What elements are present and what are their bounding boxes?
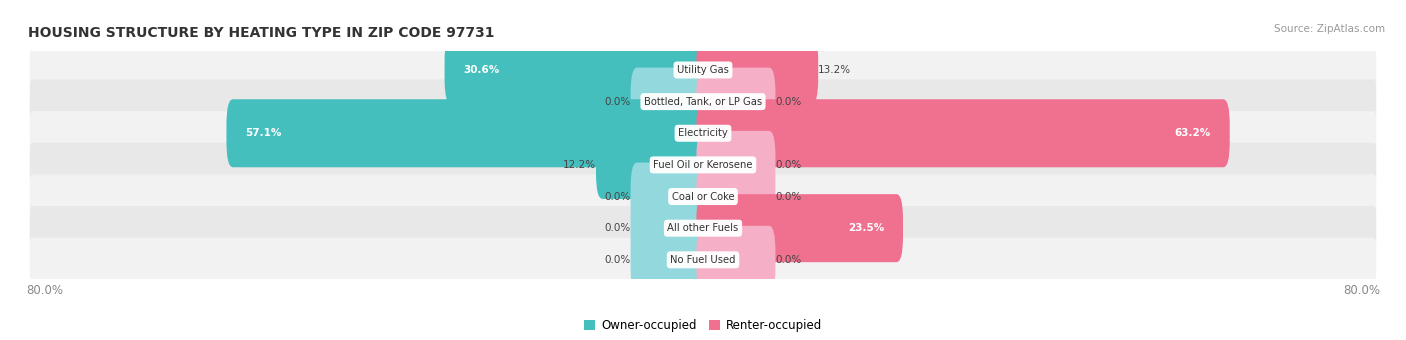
FancyBboxPatch shape (30, 143, 1376, 187)
FancyBboxPatch shape (30, 238, 1376, 282)
Text: No Fuel Used: No Fuel Used (671, 255, 735, 265)
Text: 0.0%: 0.0% (776, 191, 801, 202)
FancyBboxPatch shape (30, 80, 1376, 124)
Text: 0.0%: 0.0% (605, 223, 630, 233)
Text: 0.0%: 0.0% (605, 191, 630, 202)
Text: Electricity: Electricity (678, 128, 728, 138)
FancyBboxPatch shape (696, 36, 818, 104)
FancyBboxPatch shape (30, 111, 1376, 155)
FancyBboxPatch shape (630, 163, 710, 231)
FancyBboxPatch shape (444, 36, 710, 104)
FancyBboxPatch shape (696, 131, 776, 199)
Text: 0.0%: 0.0% (605, 255, 630, 265)
Text: 0.0%: 0.0% (776, 97, 801, 107)
Text: Bottled, Tank, or LP Gas: Bottled, Tank, or LP Gas (644, 97, 762, 107)
FancyBboxPatch shape (696, 163, 776, 231)
FancyBboxPatch shape (630, 194, 710, 262)
Text: 0.0%: 0.0% (605, 97, 630, 107)
FancyBboxPatch shape (630, 226, 710, 294)
Text: Coal or Coke: Coal or Coke (672, 191, 734, 202)
FancyBboxPatch shape (696, 194, 903, 262)
FancyBboxPatch shape (226, 99, 710, 167)
FancyBboxPatch shape (596, 131, 710, 199)
Text: 0.0%: 0.0% (776, 255, 801, 265)
Text: Source: ZipAtlas.com: Source: ZipAtlas.com (1274, 24, 1385, 34)
FancyBboxPatch shape (30, 48, 1376, 92)
Text: 0.0%: 0.0% (776, 160, 801, 170)
Text: 12.2%: 12.2% (562, 160, 596, 170)
FancyBboxPatch shape (30, 206, 1376, 250)
Text: 23.5%: 23.5% (848, 223, 884, 233)
FancyBboxPatch shape (696, 226, 776, 294)
Text: 30.6%: 30.6% (464, 65, 499, 75)
Text: Fuel Oil or Kerosene: Fuel Oil or Kerosene (654, 160, 752, 170)
FancyBboxPatch shape (696, 99, 1230, 167)
Text: All other Fuels: All other Fuels (668, 223, 738, 233)
Text: 57.1%: 57.1% (246, 128, 281, 138)
Text: 13.2%: 13.2% (818, 65, 852, 75)
Text: 63.2%: 63.2% (1174, 128, 1211, 138)
FancyBboxPatch shape (696, 68, 776, 136)
Text: HOUSING STRUCTURE BY HEATING TYPE IN ZIP CODE 97731: HOUSING STRUCTURE BY HEATING TYPE IN ZIP… (28, 26, 495, 40)
Text: Utility Gas: Utility Gas (678, 65, 728, 75)
FancyBboxPatch shape (630, 68, 710, 136)
Legend: Owner-occupied, Renter-occupied: Owner-occupied, Renter-occupied (579, 314, 827, 337)
FancyBboxPatch shape (30, 174, 1376, 219)
